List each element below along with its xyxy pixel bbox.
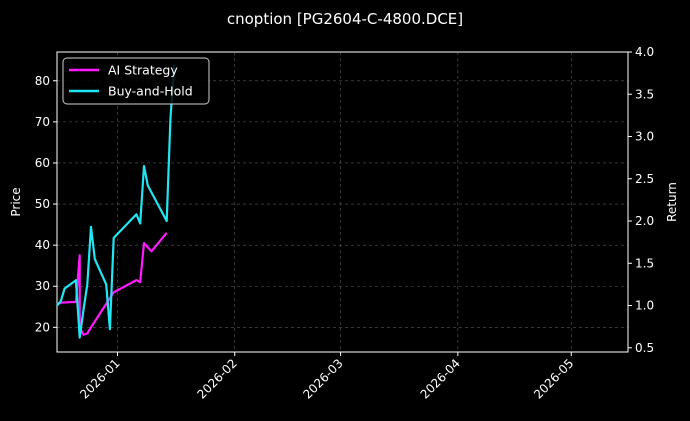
y2-tick-label: 2.0 bbox=[635, 214, 654, 228]
y-tick-label: 80 bbox=[35, 74, 50, 88]
y2-tick-label: 2.5 bbox=[635, 172, 654, 186]
y-axis-left-title: Price bbox=[9, 187, 23, 216]
y-tick-label: 20 bbox=[35, 320, 50, 334]
y2-tick-label: 1.0 bbox=[635, 299, 654, 313]
y2-tick-label: 3.5 bbox=[635, 87, 654, 101]
y-tick-label: 60 bbox=[35, 156, 50, 170]
y-axis-right-title: Return bbox=[665, 182, 679, 222]
y-tick-label: 40 bbox=[35, 238, 50, 252]
series-lines bbox=[56, 64, 176, 339]
y-tick-label: 30 bbox=[35, 279, 50, 293]
y-axis-left-ticks: 20 30 40 50 60 70 80 bbox=[35, 74, 57, 334]
y2-tick-label: 4.0 bbox=[635, 45, 654, 59]
plot-frame bbox=[56, 51, 629, 353]
y-tick-label: 70 bbox=[35, 115, 50, 129]
chart-title: cnoption [PG2604-C-4800.DCE] bbox=[227, 10, 463, 28]
y2-tick-label: 3.0 bbox=[635, 130, 654, 144]
y2-tick-label: 1.5 bbox=[635, 256, 654, 270]
legend-label-buy-and-hold: Buy-and-Hold bbox=[108, 84, 193, 99]
legend-label-ai-strategy: AI Strategy bbox=[108, 63, 178, 78]
legend-box bbox=[62, 57, 210, 105]
y2-tick-label: 0.5 bbox=[635, 341, 654, 355]
y-axis-right-ticks: 0.5 1.0 1.5 2.0 2.5 3.0 3.5 4.0 bbox=[628, 45, 654, 355]
series-line-buy-and-hold bbox=[56, 64, 176, 339]
y-tick-label: 50 bbox=[35, 197, 50, 211]
legend: AI Strategy Buy-and-Hold bbox=[62, 57, 210, 105]
